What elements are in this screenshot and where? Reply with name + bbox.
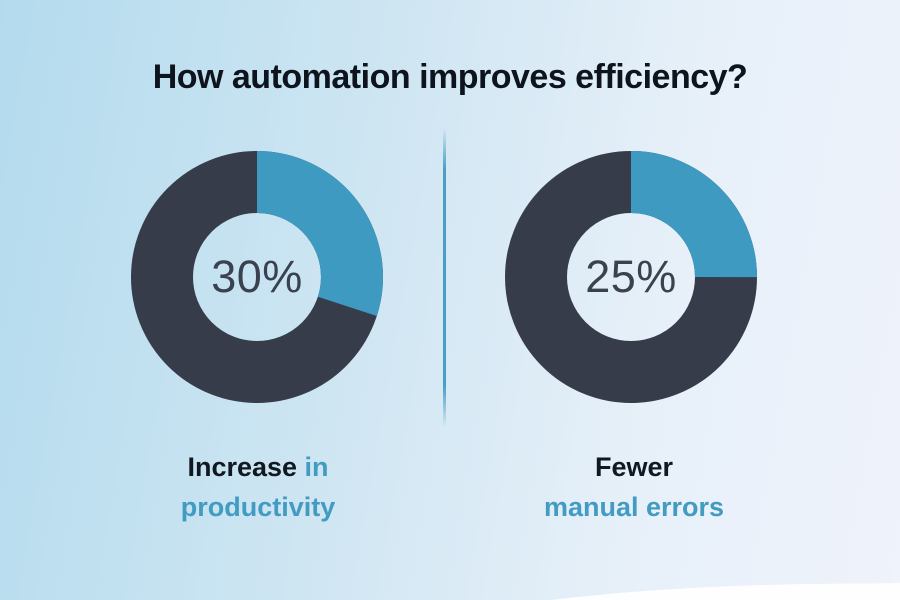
page-title: How automation improves efficiency? [152, 58, 748, 96]
donut-chart-errors: 25% [505, 151, 757, 403]
donut-ring-productivity [131, 151, 383, 403]
caption-productivity-dark: Increase [187, 452, 305, 482]
vertical-divider [443, 128, 446, 427]
caption-productivity: Increase in productivity [108, 447, 408, 527]
caption-errors-accent-2: manual errors [543, 492, 725, 522]
caption-errors: Fewer manual errors [484, 447, 784, 527]
caption-productivity-accent-1: in [304, 452, 329, 482]
caption-errors-dark: Fewer [594, 452, 674, 482]
donut-chart-productivity: 30% [131, 151, 383, 403]
bottom-wave-decoration [552, 583, 900, 600]
donut-value-productivity: 30% [211, 251, 303, 302]
donut-ring-errors [505, 151, 757, 403]
donut-value-errors: 25% [585, 251, 677, 302]
caption-productivity-accent-2: productivity [180, 492, 336, 522]
